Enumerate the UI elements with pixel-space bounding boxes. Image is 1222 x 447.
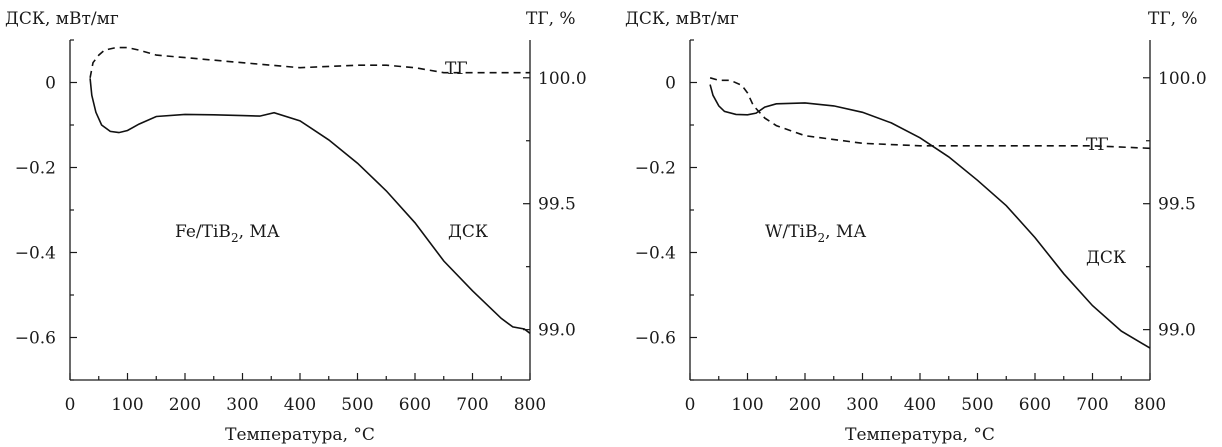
left-axis-title: ДСК, мВт/мг xyxy=(625,9,739,29)
right-axis-title: ТГ, % xyxy=(526,9,576,29)
y-left-tick-label: 0 xyxy=(665,74,676,94)
x-tick-label: 600 xyxy=(399,395,431,415)
y-left-tick-label: −0.4 xyxy=(635,244,676,264)
y-right-tick-label: 99.5 xyxy=(1158,195,1196,215)
x-tick-label: 800 xyxy=(1134,395,1166,415)
x-tick-label: 400 xyxy=(904,395,936,415)
x-tick-label: 100 xyxy=(111,395,143,415)
chart-panel-fe-tib2: 0 100 200 300 400 500 600 700 800 0 −0.2 −0.4 −0.6 10… xyxy=(5,9,587,445)
chart-panel-w-tib2: 0 100 200 300 400 500 600 700 800 0 −0.2 −0.4 −0.6 10… xyxy=(625,9,1207,445)
x-tick-label: 100 xyxy=(731,395,763,415)
tg-curve-label: ТГ xyxy=(445,59,468,79)
x-tick-label: 400 xyxy=(284,395,316,415)
x-tick-label: 300 xyxy=(846,395,878,415)
x-tick-label: 200 xyxy=(169,395,201,415)
y-right-tick-label: 100.0 xyxy=(538,69,587,89)
x-tick-label: 0 xyxy=(65,395,76,415)
y-left-tick-label: −0.2 xyxy=(15,159,56,179)
x-tick-label: 300 xyxy=(226,395,258,415)
y-left-tick-label: −0.2 xyxy=(635,159,676,179)
y-left-tick-label: −0.6 xyxy=(635,329,676,349)
x-tick-label: 600 xyxy=(1019,395,1051,415)
right-axis-title: ТГ, % xyxy=(1148,9,1198,29)
y-right-tick-label: 100.0 xyxy=(1158,69,1207,89)
x-tick-label: 500 xyxy=(961,395,993,415)
dsc-series-line xyxy=(709,84,1151,349)
y-right-tick-label: 99.5 xyxy=(538,195,576,215)
x-tick-label: 200 xyxy=(789,395,821,415)
tg-curve-label: ТГ xyxy=(1086,135,1109,155)
sample-annotation: Fe/TiB2, МА xyxy=(175,222,280,245)
y-right-tick-label: 99.0 xyxy=(1158,321,1196,341)
tg-series-line xyxy=(89,46,530,78)
sample-annotation: W/TiB2, МА xyxy=(765,222,866,245)
left-axis-title: ДСК, мВт/мг xyxy=(5,9,119,29)
x-tick-label: 700 xyxy=(456,395,488,415)
y-left-tick-label: 0 xyxy=(45,74,56,94)
dsc-curve-label: ДСК xyxy=(1086,248,1126,268)
tg-series-line xyxy=(709,77,1151,150)
x-axis-title: Температура, °C xyxy=(845,425,995,445)
dsc-curve-label: ДСК xyxy=(448,222,488,242)
x-tick-label: 500 xyxy=(341,395,373,415)
x-tick-label: 800 xyxy=(514,395,546,415)
x-tick-label: 0 xyxy=(685,395,696,415)
dsc-series-line xyxy=(89,78,531,334)
x-axis-title: Температура, °C xyxy=(225,425,375,445)
y-left-tick-label: −0.6 xyxy=(15,329,56,349)
y-right-tick-label: 99.0 xyxy=(538,321,576,341)
y-left-tick-label: −0.4 xyxy=(15,244,56,264)
x-tick-label: 700 xyxy=(1076,395,1108,415)
